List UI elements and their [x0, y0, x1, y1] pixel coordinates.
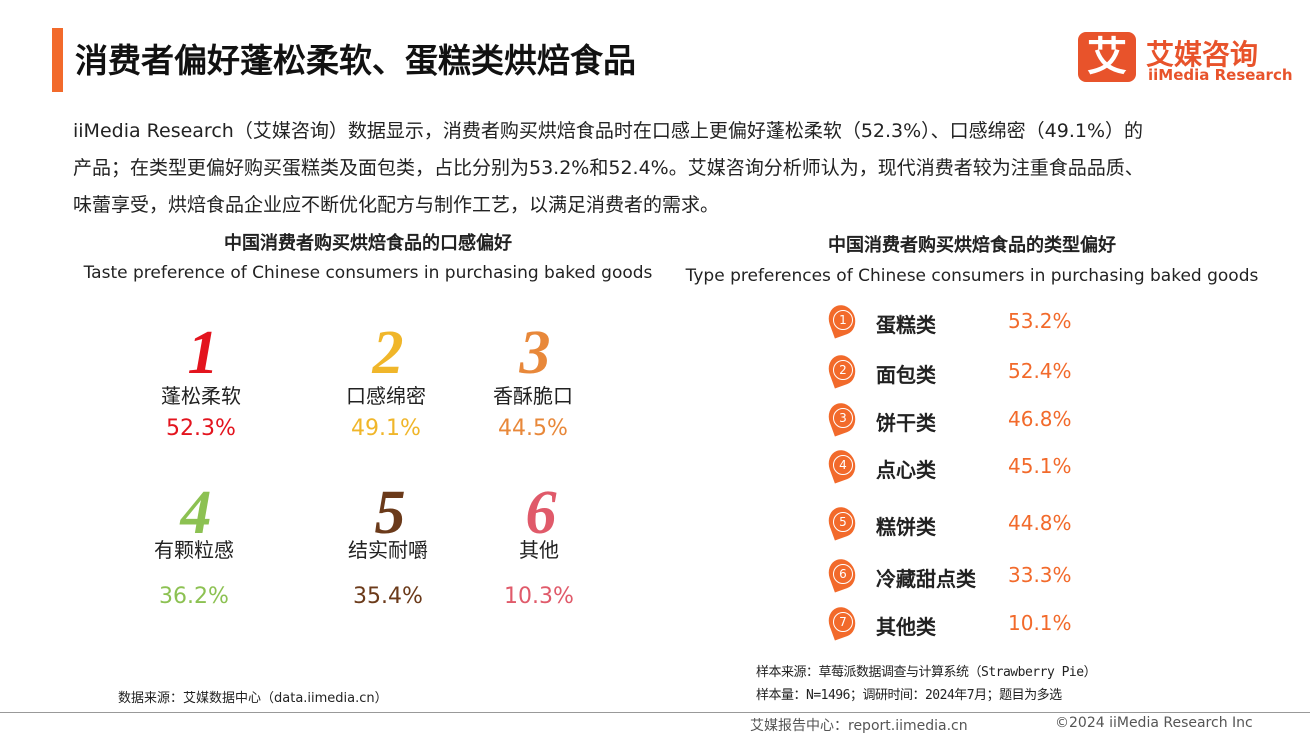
- type-label: 面包类: [876, 363, 936, 387]
- note: 样本来源：草莓派数据调查与计算系统（Strawberry Pie）: [756, 665, 1097, 680]
- logo-cn: 艾媒咨询: [1146, 38, 1259, 71]
- footer-center: 艾媒报告中心：report.iimedia.cn: [750, 718, 968, 734]
- right-title: 中国消费者购买烘焙食品的类型偏好: [828, 235, 1116, 256]
- item-value: 10.3%: [504, 584, 574, 609]
- item-value: 44.5%: [498, 416, 568, 441]
- rank-badge: 7: [833, 612, 853, 632]
- note: 样本量：N=1496；调研时间：2024年7月；题目为多选: [756, 688, 1062, 703]
- rank-badge: 4: [833, 455, 853, 475]
- item-label: 其他: [519, 538, 559, 562]
- left-title: 中国消费者购买烘焙食品的口感偏好: [224, 233, 512, 254]
- type-value: 33.3%: [1008, 563, 1072, 587]
- rank-number: 3: [519, 319, 551, 387]
- type-value: 46.8%: [1008, 407, 1072, 431]
- type-value: 10.1%: [1008, 611, 1072, 635]
- type-value: 44.8%: [1008, 511, 1072, 535]
- item-value: 52.3%: [166, 416, 236, 441]
- footer-right: ©2024 iiMedia Research Inc: [1055, 715, 1253, 731]
- intro-line: 味蕾享受，烘焙食品企业应不断优化配方与制作工艺，以满足消费者的需求。: [73, 194, 720, 216]
- item-label: 结实耐嚼: [348, 538, 428, 562]
- type-label: 其他类: [876, 615, 936, 639]
- rank-badge: 3: [833, 408, 853, 428]
- rank-number: 6: [525, 479, 557, 547]
- logo-mark: 艾: [1078, 32, 1136, 82]
- rank-number: 1: [187, 319, 219, 387]
- item-label: 香酥脆口: [493, 384, 573, 408]
- source: 数据来源：艾媒数据中心（data.iimedia.cn）: [118, 691, 388, 706]
- type-label: 饼干类: [876, 411, 936, 435]
- type-label: 糕饼类: [876, 515, 936, 539]
- left-subtitle: Taste preference of Chinese consumers in…: [83, 263, 653, 283]
- title-bar: [52, 28, 63, 92]
- type-label: 冷藏甜点类: [876, 567, 976, 591]
- type-value: 45.1%: [1008, 454, 1072, 478]
- rank-number: 5: [374, 479, 406, 547]
- rank-badge: 6: [833, 564, 853, 584]
- rank-badge: 5: [833, 512, 853, 532]
- item-value: 36.2%: [159, 584, 229, 609]
- logo-en: iiMedia Research: [1148, 66, 1293, 84]
- rank-badge: 2: [833, 360, 853, 380]
- type-value: 53.2%: [1008, 309, 1072, 333]
- item-label: 口感绵密: [346, 384, 426, 408]
- type-value: 52.4%: [1008, 359, 1072, 383]
- item-label: 有颗粒感: [154, 538, 234, 562]
- rank-number: 4: [180, 479, 212, 547]
- rank-number: 2: [372, 319, 404, 387]
- type-label: 蛋糕类: [876, 313, 936, 337]
- intro-line: 产品；在类型更偏好购买蛋糕类及面包类，占比分别为53.2%和52.4%。艾媒咨询…: [73, 157, 1144, 179]
- item-value: 35.4%: [353, 584, 423, 609]
- rank-badge: 1: [833, 310, 853, 330]
- right-subtitle: Type preferences of Chinese consumers in…: [685, 266, 1259, 286]
- title: 消费者偏好蓬松柔软、蛋糕类烘焙食品: [75, 41, 636, 80]
- item-label: 蓬松柔软: [161, 384, 241, 408]
- footer-line: [0, 712, 1310, 713]
- item-value: 49.1%: [351, 416, 421, 441]
- intro-line: iiMedia Research（艾媒咨询）数据显示，消费者购买烘焙食品时在口感…: [73, 120, 1144, 142]
- type-label: 点心类: [876, 458, 936, 482]
